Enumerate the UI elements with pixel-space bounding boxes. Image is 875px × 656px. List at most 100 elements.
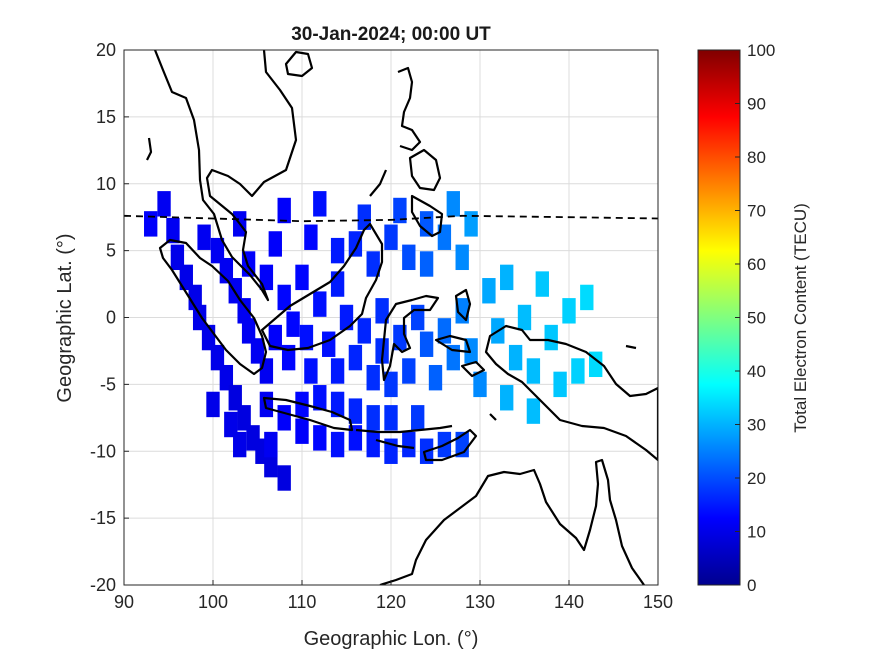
tec-cell: [313, 191, 327, 217]
tec-cell: [237, 298, 251, 324]
tec-cell: [366, 431, 380, 458]
tec-cell: [562, 298, 576, 324]
tec-cell: [228, 385, 242, 411]
tec-cell: [535, 271, 549, 297]
x-tick-label: 150: [643, 592, 673, 612]
tec-cell: [295, 418, 309, 444]
tec-cell: [348, 231, 363, 257]
x-tick-label: 90: [114, 592, 134, 612]
tec-cell: [166, 217, 180, 244]
tec-cell: [419, 251, 434, 277]
tec-cell: [428, 364, 443, 391]
tec-cell: [210, 344, 225, 371]
tec-cell: [304, 358, 318, 384]
tec-cell: [357, 204, 371, 230]
tec-cell: [313, 385, 327, 411]
x-axis-ticks: 90 100 110 120 130 140 150: [114, 580, 673, 612]
tec-cell: [393, 197, 407, 224]
tec-cell: [250, 338, 265, 364]
colorbar-tick-label: 90: [747, 95, 766, 114]
y-tick-label: 20: [96, 40, 116, 60]
colorbar-tick-label: 20: [747, 469, 766, 488]
x-tick-label: 100: [198, 592, 228, 612]
tec-cell: [299, 324, 314, 351]
tec-cell: [571, 358, 585, 384]
tec-cell: [192, 304, 207, 331]
tec-cell: [526, 358, 541, 384]
y-tick-label: 0: [106, 308, 116, 328]
tec-cell: [419, 331, 434, 357]
tec-cell: [264, 451, 278, 478]
tec-cell: [375, 298, 389, 324]
colorbar-tick-label: 60: [747, 255, 766, 274]
x-tick-label: 110: [288, 592, 317, 612]
tec-cell: [402, 244, 416, 271]
tec-cell: [264, 431, 278, 458]
tec-cell: [500, 264, 514, 291]
tec-cell: [157, 191, 171, 217]
tec-cell: [553, 371, 567, 398]
colorbar-tick-label: 10: [747, 523, 766, 542]
tec-cell: [473, 371, 487, 398]
y-tick-label: -20: [90, 575, 116, 595]
tec-cell: [348, 425, 363, 451]
tec-cell: [330, 358, 345, 384]
tec-cell: [544, 324, 558, 351]
tec-cells: [144, 191, 603, 491]
tec-cell: [144, 211, 158, 237]
tec-cell: [455, 298, 469, 324]
x-tick-label: 120: [376, 592, 406, 612]
tec-cell: [206, 391, 220, 418]
tec-cell: [313, 425, 327, 451]
tec-cell: [210, 237, 225, 264]
tec-cell: [304, 224, 318, 250]
y-tick-label: 15: [96, 107, 116, 127]
tec-cell: [281, 344, 296, 371]
colorbar-tick-label: 40: [747, 362, 766, 381]
tec-cell: [277, 465, 291, 491]
tec-cell: [402, 431, 416, 458]
tec-cell: [259, 358, 274, 384]
tec-cell: [348, 398, 363, 424]
tec-cell: [241, 318, 256, 344]
tec-cell: [446, 191, 460, 217]
tec-cell: [268, 231, 282, 257]
colorbar-ticks: 0 10 20 30 40 50 60 70 80 90 100: [735, 41, 775, 595]
tec-cell: [517, 304, 532, 331]
colorbar-tick-label: 70: [747, 202, 766, 221]
tec-cell: [277, 284, 291, 311]
colorbar-tick-label: 100: [747, 41, 775, 60]
tec-cell: [219, 364, 234, 391]
tec-cell: [286, 311, 300, 337]
tec-cell: [224, 411, 238, 438]
tec-cell: [330, 237, 345, 264]
tec-cell: [464, 211, 478, 237]
y-tick-label: 5: [106, 241, 116, 261]
tec-cell: [170, 244, 185, 271]
tec-cell: [411, 405, 425, 431]
x-tick-label: 130: [465, 592, 495, 612]
coastlines: [146, 50, 658, 585]
tec-cell: [366, 364, 380, 391]
colorbar: [697, 49, 741, 586]
tec-cell: [277, 197, 291, 224]
tec-cell: [277, 405, 291, 431]
tec-cell: [348, 344, 363, 371]
y-tick-label: -15: [90, 508, 116, 528]
tec-cell: [237, 405, 251, 431]
tec-cell: [508, 344, 523, 371]
tec-cell: [402, 358, 416, 384]
tec-cell: [322, 331, 336, 357]
tec-cell: [313, 291, 327, 317]
x-tick-label: 140: [554, 592, 584, 612]
tec-cell: [197, 224, 211, 250]
tec-cell: [411, 304, 425, 331]
magnetic-equator-line: [124, 214, 658, 223]
y-axis-label: Geographic Lat. (°): [54, 233, 76, 402]
tec-cell: [455, 244, 469, 271]
tec-cell: [384, 371, 398, 398]
colorbar-tick-label: 0: [747, 576, 756, 595]
tec-cell: [366, 251, 380, 277]
tec-cell: [580, 284, 594, 311]
